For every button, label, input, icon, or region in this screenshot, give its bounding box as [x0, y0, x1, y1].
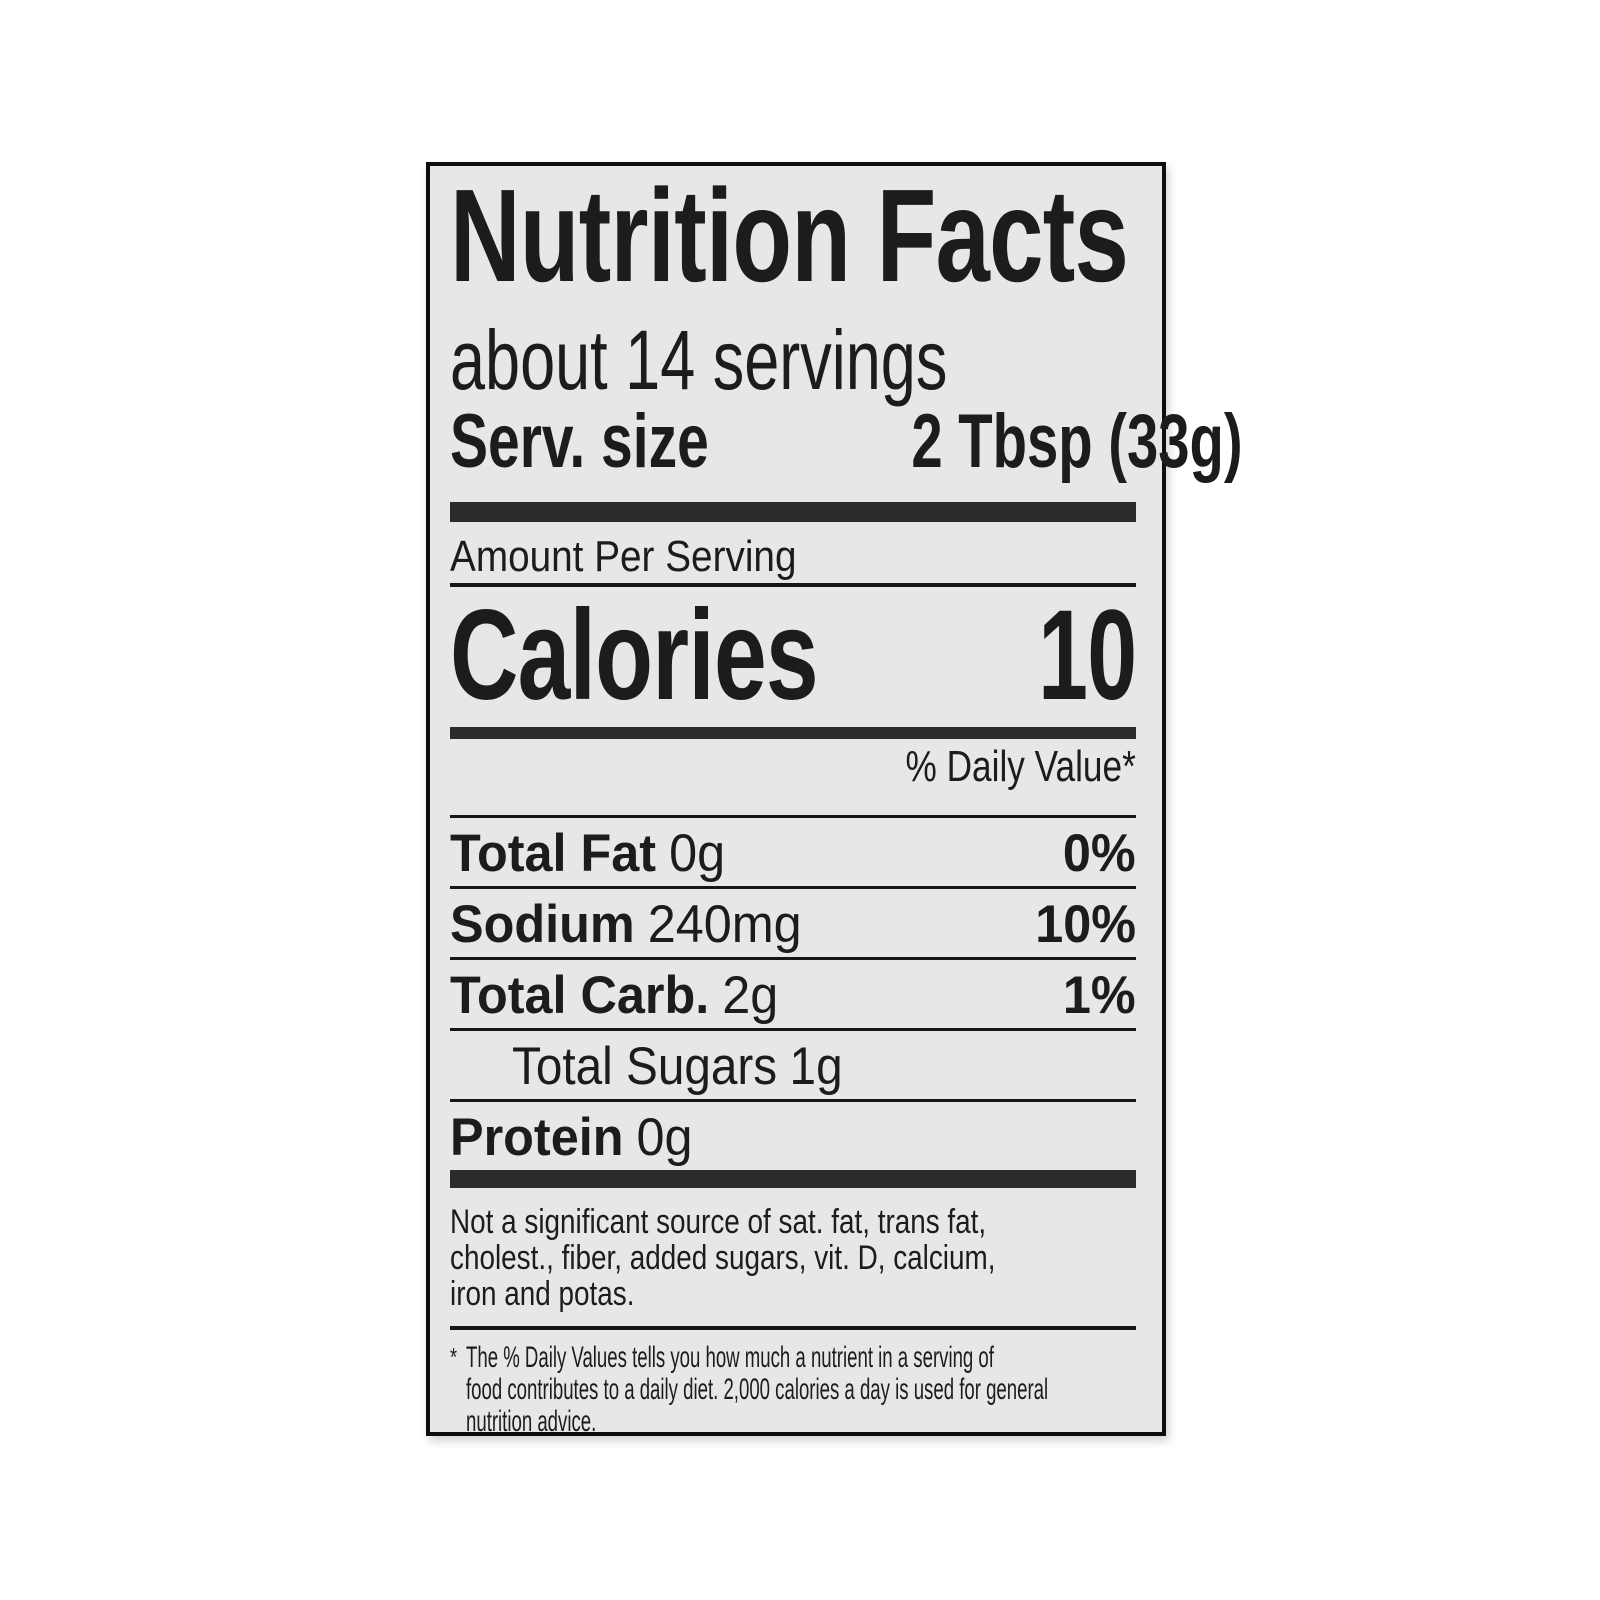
amount-per-serving-label: Amount Per Serving [450, 532, 797, 581]
calories-label: Calories [450, 583, 819, 727]
footnote-text: The % Daily Values tells you how much a … [466, 1342, 1405, 1438]
amount-per-serving-row: Amount Per Serving [450, 532, 1136, 583]
nutrient-name: Sodium [450, 895, 635, 955]
label-title: Nutrition Facts [450, 162, 1129, 309]
note-line: Not a significant source of sat. fat, tr… [450, 1203, 987, 1242]
nutrient-left: Sodium 240mg [450, 898, 802, 951]
nutrient-name: Total Sugars [512, 1037, 778, 1097]
nutrient-amount: 240mg [647, 895, 802, 955]
nutrient-left: Total Fat 0g [450, 827, 725, 880]
nutrient-row-total-fat: Total Fat 0g 0% [450, 815, 1136, 886]
nutrient-dv: 0% [1063, 824, 1136, 884]
daily-value-header: % Daily Value* [905, 741, 1136, 791]
nutrient-left: Total Carb. 2g [450, 969, 778, 1022]
serving-size-label: Serv. size [450, 399, 709, 484]
thin-divider-above-calories [450, 582, 1136, 587]
nutrition-label: Nutrition Facts about 14 servings Serv. … [426, 162, 1243, 1438]
note-line: iron and potas. [450, 1275, 635, 1314]
daily-value-footnote: * The % Daily Values tells you how much … [450, 1342, 1136, 1438]
nutrient-name: Total Fat [450, 824, 657, 884]
nutrient-amount: 0g [636, 1108, 693, 1168]
footnote-line: nutrition advice. [466, 1405, 597, 1439]
thin-divider-above-footnote [450, 1326, 1136, 1331]
not-significant-note: Not a significant source of sat. fat, tr… [450, 1204, 1136, 1312]
nutrient-amount: 1g [789, 1037, 843, 1097]
nutrient-row-total-sugars: Total Sugars 1g [450, 1028, 1136, 1099]
nutrient-row-total-carb: Total Carb. 2g 1% [450, 957, 1136, 1028]
nutrient-amount: 0g [669, 824, 726, 884]
nutrient-row-protein: Protein 0g [450, 1099, 1136, 1170]
footnote-line: food contributes to a daily diet. 2,000 … [466, 1373, 1049, 1407]
nutrient-left: Protein 0g [450, 1111, 693, 1164]
daily-value-header-row: % Daily Value* [450, 741, 1136, 791]
label-title-row: Nutrition Facts [450, 170, 1136, 302]
nutrient-row-sodium: Sodium 240mg 10% [450, 886, 1136, 957]
thick-divider-top [450, 502, 1136, 522]
calories-value: 10 [1037, 583, 1137, 727]
servings-count: about 14 servings [450, 313, 948, 407]
nutrient-amount: 2g [722, 966, 779, 1026]
footnote-line: The % Daily Values tells you how much a … [466, 1341, 995, 1375]
serving-size-value: 2 Tbsp (33g) [911, 399, 1243, 484]
nutrient-name: Total Carb. [450, 966, 710, 1026]
nutrient-dv: 1% [1063, 966, 1136, 1026]
nutrient-table: Total Fat 0g 0% Sodium 240mg 10% Total Car… [450, 815, 1136, 1170]
serving-size-row: Serv. size 2 Tbsp (33g) [450, 399, 1243, 484]
nutrient-dv: 10% [1035, 895, 1136, 955]
note-line: cholest., fiber, added sugars, vit. D, c… [450, 1239, 996, 1278]
footnote-asterisk: * [450, 1342, 458, 1373]
calories-row: Calories 10 [450, 583, 1137, 727]
servings-row: about 14 servings [450, 318, 1136, 402]
nutrient-name: Protein [450, 1108, 624, 1168]
nutrient-left: Total Sugars 1g [512, 1040, 843, 1093]
thick-divider-bottom [450, 1170, 1136, 1189]
medium-divider-below-calories [450, 726, 1136, 739]
